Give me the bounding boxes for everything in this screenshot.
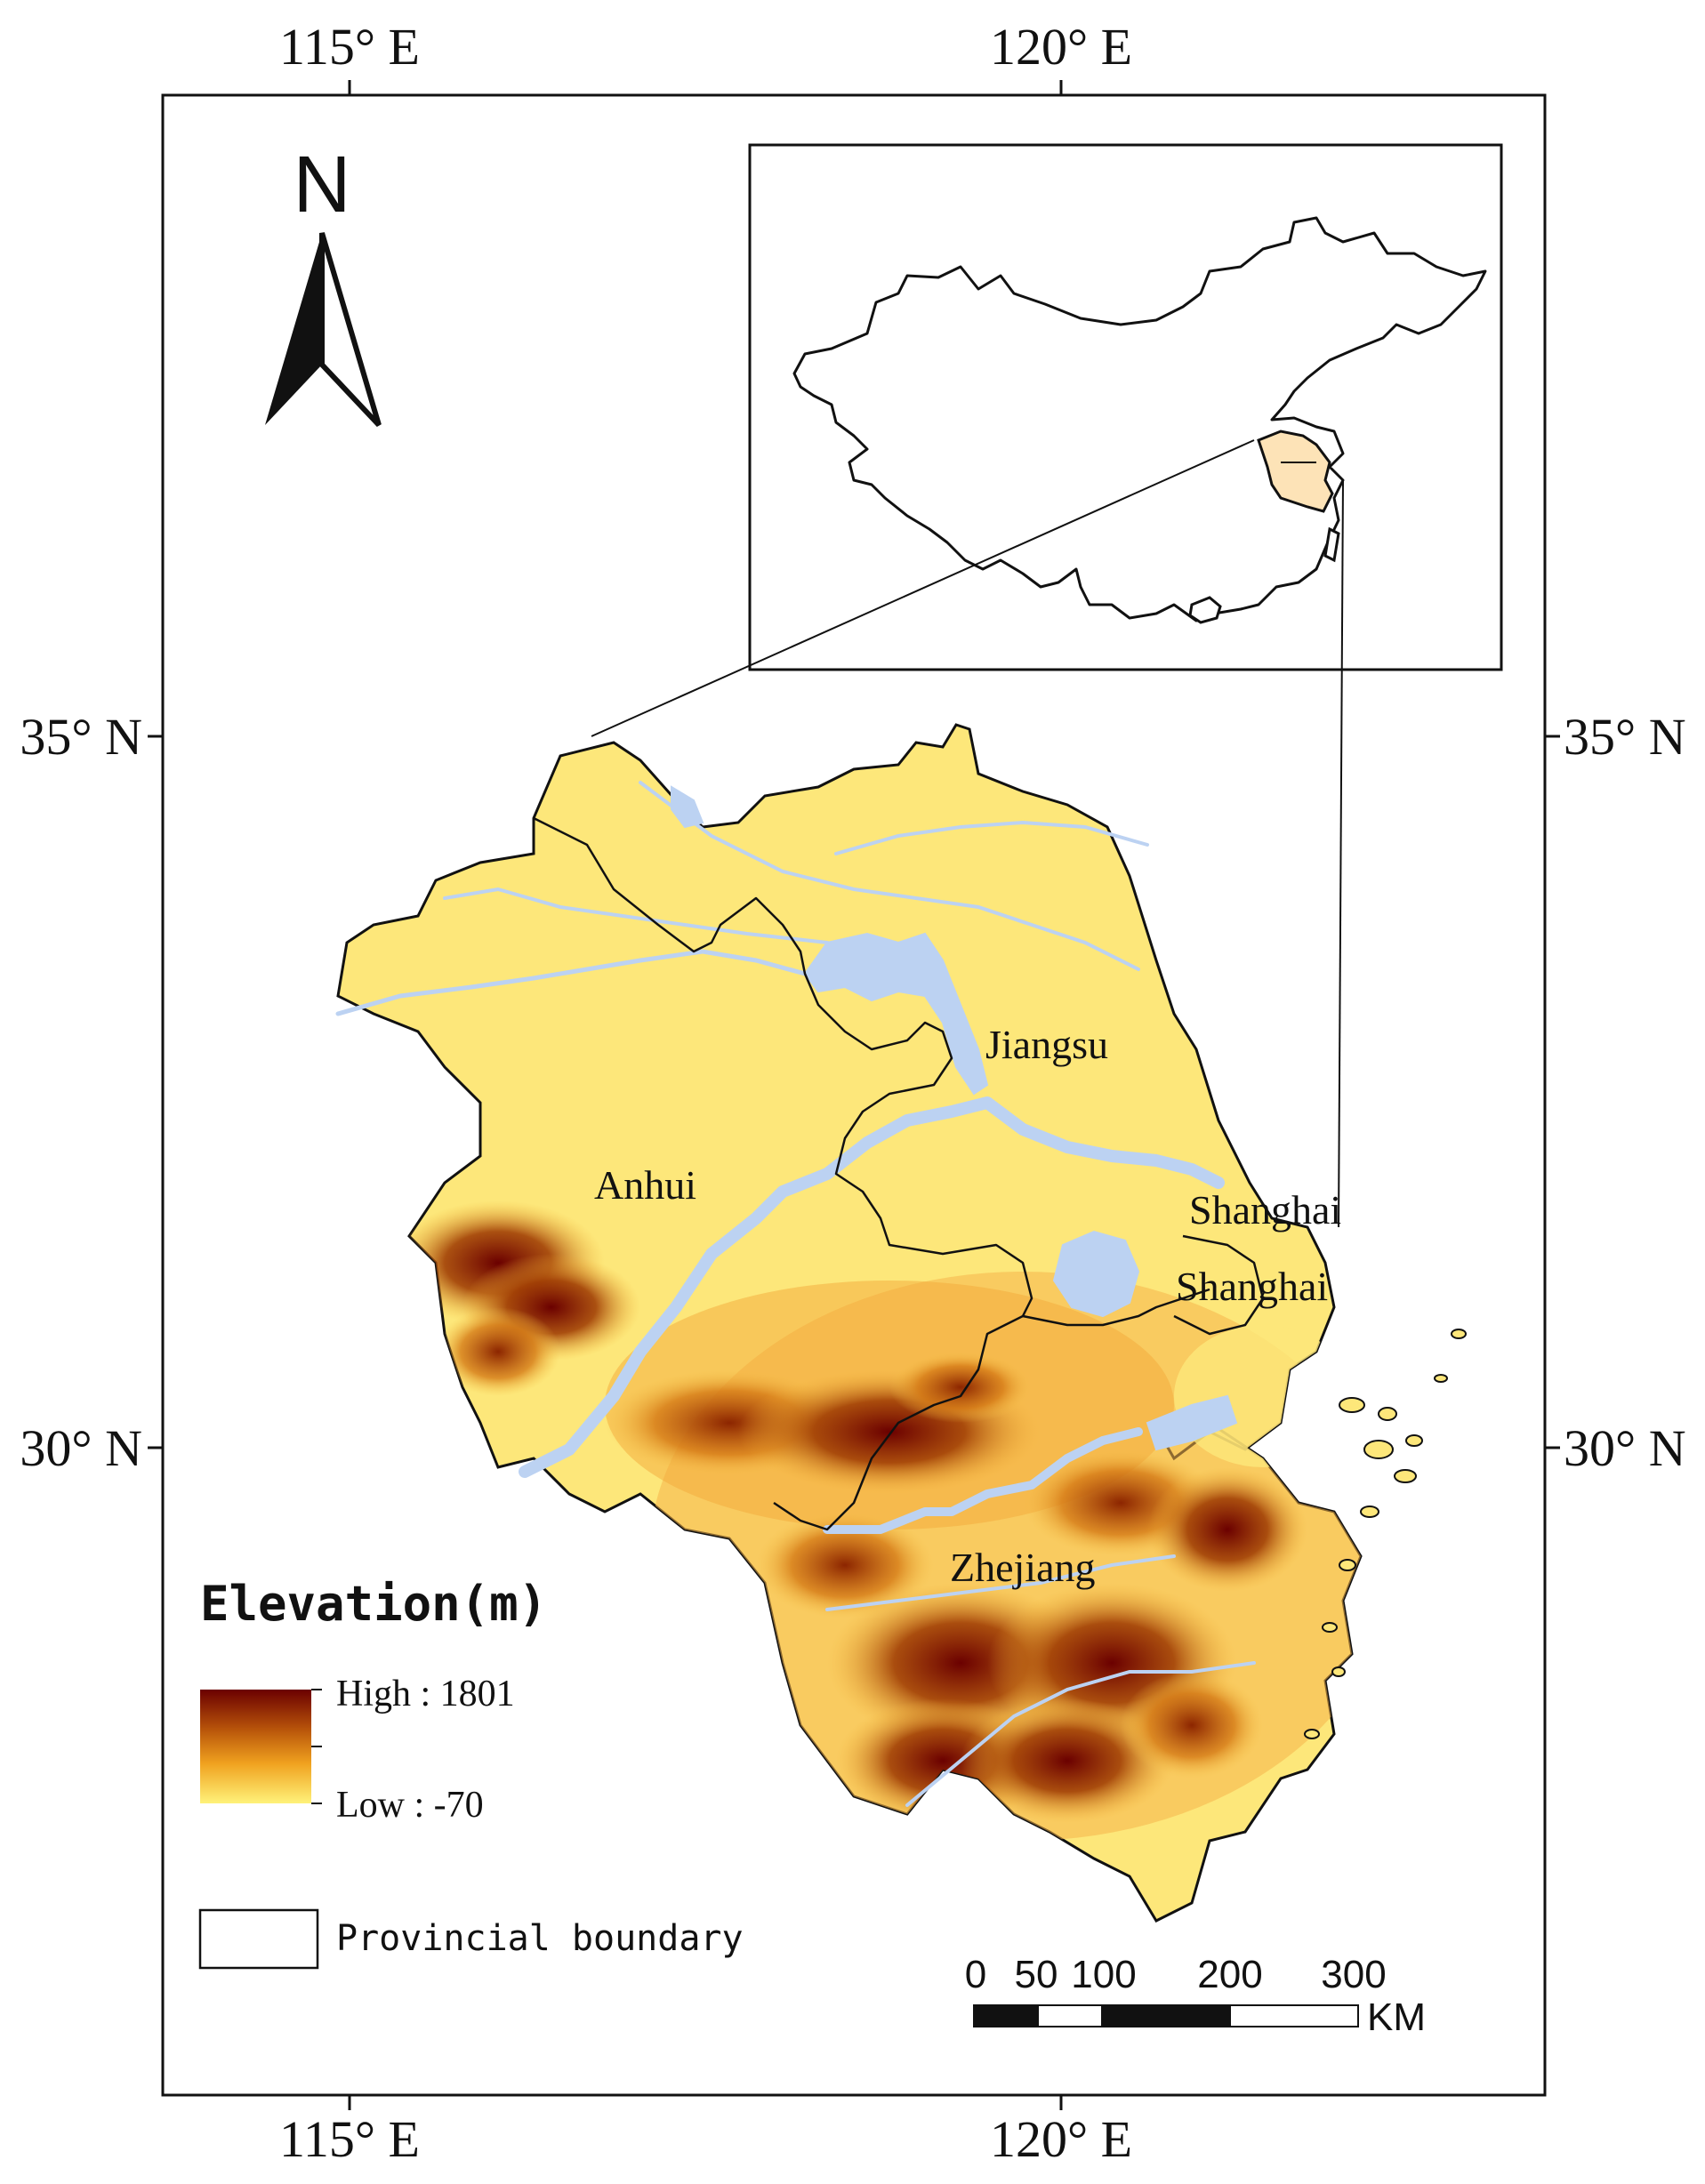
legend-boundary-label: Provincial boundary	[336, 1918, 744, 1959]
legend-color-ramp	[200, 1690, 311, 1803]
huai-north-river	[443, 887, 829, 944]
coord-left-30n: 30° N	[20, 1419, 142, 1477]
legend-high-label: High : 1801	[336, 1674, 515, 1714]
qiantang-river	[823, 1427, 1143, 1534]
scale-bar: 0 50 100 200 300 KM	[965, 1953, 1426, 2039]
zhejiang-river	[825, 1554, 1176, 1611]
north-arrow-label: N	[294, 141, 351, 229]
coord-left-35n: 35° N	[20, 708, 142, 766]
legend-title: Elevation(m)	[200, 1576, 547, 1632]
elevation-raster	[336, 723, 1363, 1923]
yangtze-river	[519, 1096, 1225, 1478]
scale-seg-4	[1229, 2004, 1359, 2027]
connector-line-left	[591, 439, 1255, 737]
grand-canal	[639, 781, 1140, 971]
hongze-lake	[803, 932, 989, 1096]
ou-river	[905, 1661, 1256, 1807]
boundary-anhui-zhejiang	[773, 1314, 1024, 1531]
legend-boundary-swatch	[198, 1908, 319, 1970]
inset-study-region	[1257, 430, 1334, 513]
north-arrow-dark-half	[265, 233, 322, 425]
label-anhui: Anhui	[594, 1162, 696, 1208]
hangzhou-bay	[1146, 1394, 1238, 1451]
scale-label-100: 100	[1071, 1953, 1136, 1996]
north-arrow-light-half	[319, 232, 382, 428]
scale-unit: KM	[1367, 1995, 1426, 2039]
taihu-lake	[1052, 1230, 1140, 1318]
coastal-islands	[1304, 1329, 1467, 1739]
map-frame	[161, 93, 1547, 2097]
china-outline	[792, 216, 1487, 622]
coord-bottom-120e: 120° E	[990, 2110, 1132, 2168]
scale-seg-2	[1037, 2004, 1103, 2027]
provincial-boundaries	[533, 816, 1265, 1531]
coord-right-30n: 30° N	[1564, 1419, 1686, 1477]
connector-line-right	[1338, 479, 1344, 1228]
boundary-jiangsu-zhejiang	[1022, 1288, 1210, 1327]
hainan-island	[1188, 596, 1222, 624]
water-bodies	[335, 781, 1256, 1807]
scale-label-300: 300	[1321, 1953, 1386, 1996]
inset-map	[748, 143, 1503, 671]
legend: Elevation(m) High : 1801 Low : -70 Provi…	[198, 1576, 744, 1970]
frame-ticks	[148, 80, 1560, 2110]
north-arrow: N	[265, 141, 382, 428]
label-shanghai-2: Shanghai	[1176, 1264, 1328, 1309]
scale-seg-3	[1101, 2004, 1231, 2027]
label-zhejiang: Zhejiang	[950, 1545, 1096, 1590]
huai-river	[335, 949, 808, 1016]
coord-top-120e: 120° E	[990, 18, 1132, 76]
label-shanghai-1: Shanghai	[1189, 1187, 1341, 1233]
scale-label-50: 50	[1015, 1953, 1058, 1996]
coord-right-35n: 35° N	[1564, 708, 1686, 766]
scale-seg-1	[973, 2004, 1039, 2027]
boundary-anhui-jiangsu	[533, 816, 1033, 1317]
coord-bottom-115e: 115° E	[279, 2110, 420, 2168]
coord-top-115e: 115° E	[279, 18, 420, 76]
legend-low-label: Low : -70	[336, 1785, 484, 1826]
taiwan-island	[1323, 526, 1340, 563]
scale-label-0: 0	[965, 1953, 986, 1996]
boundary-shanghai	[1173, 1234, 1265, 1336]
label-jiangsu: Jiangsu	[985, 1022, 1108, 1067]
scale-label-200: 200	[1197, 1953, 1262, 1996]
north-jiangsu-river	[834, 820, 1149, 855]
